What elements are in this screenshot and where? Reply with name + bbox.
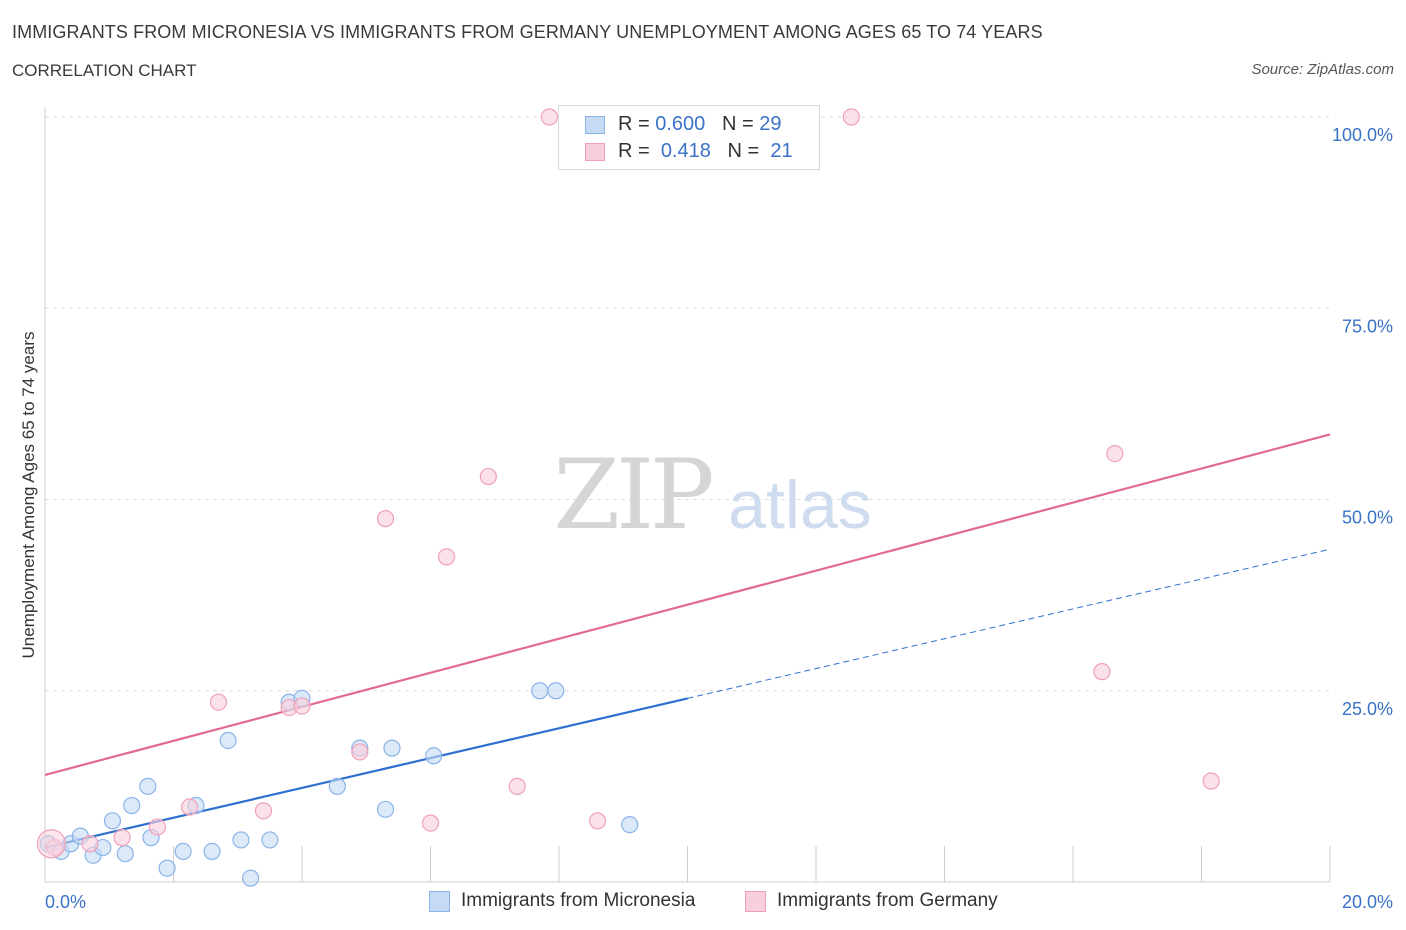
point-germany	[36, 829, 67, 859]
legend-swatch-germany	[585, 143, 605, 161]
y-tick-label: 25.0%	[1342, 699, 1393, 719]
point-micronesia	[621, 816, 639, 834]
point-germany	[508, 777, 526, 795]
watermark-atlas: atlas	[728, 467, 872, 543]
point-germany	[254, 802, 273, 820]
point-germany	[180, 798, 199, 816]
series-label-germany: Immigrants from Germany	[777, 890, 998, 911]
point-micronesia	[203, 842, 221, 861]
series-label-micronesia: Immigrants from Micronesia	[461, 890, 696, 911]
point-germany	[209, 693, 228, 711]
point-germany	[1093, 663, 1111, 681]
point-micronesia	[139, 777, 157, 795]
point-micronesia	[425, 747, 443, 765]
y-tick-label: 75.0%	[1342, 316, 1393, 336]
point-germany	[842, 108, 860, 126]
legend-r-value: 0.418	[660, 140, 711, 162]
source-label: Source: ZipAtlas.com	[1251, 61, 1394, 78]
legend-n-value: 21	[770, 140, 793, 162]
point-micronesia	[219, 731, 237, 750]
point-micronesia	[232, 831, 250, 849]
legend-r-label: R =	[618, 113, 650, 135]
watermark-zip: ZIP	[553, 439, 712, 551]
trend-line-germany	[44, 433, 1331, 776]
y-tick-label: 100.0%	[1332, 125, 1393, 145]
legend-n-label: N =	[721, 113, 754, 135]
legend-swatch-micronesia	[585, 116, 605, 134]
point-germany	[421, 814, 440, 832]
legend-r-value: 0.600	[655, 113, 706, 135]
point-micronesia	[328, 777, 346, 795]
point-germany	[1202, 772, 1220, 790]
y-axis-label: Unemployment Among Ages 65 to 74 years	[19, 332, 38, 659]
point-germany	[293, 697, 311, 715]
point-micronesia	[242, 869, 260, 887]
point-micronesia	[531, 682, 549, 700]
chart-subtitle: CORRELATION CHART	[12, 61, 197, 80]
chart-title: IMMIGRANTS FROM MICRONESIA VS IMMIGRANTS…	[12, 22, 1043, 42]
point-germany	[437, 548, 456, 566]
point-micronesia	[103, 812, 122, 830]
point-micronesia	[376, 800, 395, 818]
point-micronesia	[383, 739, 401, 757]
point-germany	[351, 743, 369, 761]
point-germany	[113, 829, 131, 847]
series-swatch-germany	[745, 891, 766, 912]
legend-n-label: N =	[727, 140, 760, 162]
point-germany	[540, 108, 558, 126]
point-micronesia	[547, 682, 565, 700]
x-tick-label: 0.0%	[45, 892, 86, 912]
data-points	[36, 108, 1220, 887]
point-germany	[588, 812, 607, 830]
point-germany	[1106, 445, 1124, 463]
point-germany	[81, 835, 99, 853]
point-micronesia	[116, 845, 134, 863]
point-germany	[479, 467, 497, 486]
tick-labels: 25.0% 50.0% 75.0% 100.0% 0.0% 20.0%	[45, 125, 1393, 912]
point-micronesia	[261, 831, 279, 849]
trend-extension-micronesia	[687, 548, 1331, 699]
watermark: ZIP atlas	[553, 439, 871, 551]
axes	[44, 107, 1331, 883]
correlation-legend: R = 0.600 N = 29 R = 0.418 N = 21	[558, 105, 820, 170]
legend-n-value: 29	[759, 113, 782, 135]
point-micronesia	[158, 859, 176, 877]
point-micronesia	[174, 842, 192, 861]
series-swatch-micronesia	[429, 891, 450, 912]
x-tick-label: 20.0%	[1342, 892, 1393, 912]
point-germany	[148, 818, 167, 836]
point-germany	[376, 510, 395, 528]
legend-r-label: R =	[618, 140, 650, 162]
y-tick-label: 50.0%	[1342, 508, 1393, 528]
point-micronesia	[123, 796, 141, 815]
